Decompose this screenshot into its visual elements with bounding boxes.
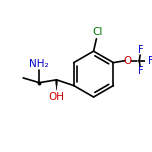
Text: F: F [138, 45, 144, 55]
Text: O: O [124, 56, 132, 66]
Text: Cl: Cl [92, 27, 103, 37]
Polygon shape [55, 80, 58, 90]
Text: NH₂: NH₂ [29, 59, 48, 69]
Text: F: F [138, 66, 144, 76]
Text: F: F [148, 56, 152, 66]
Text: OH: OH [48, 92, 65, 102]
